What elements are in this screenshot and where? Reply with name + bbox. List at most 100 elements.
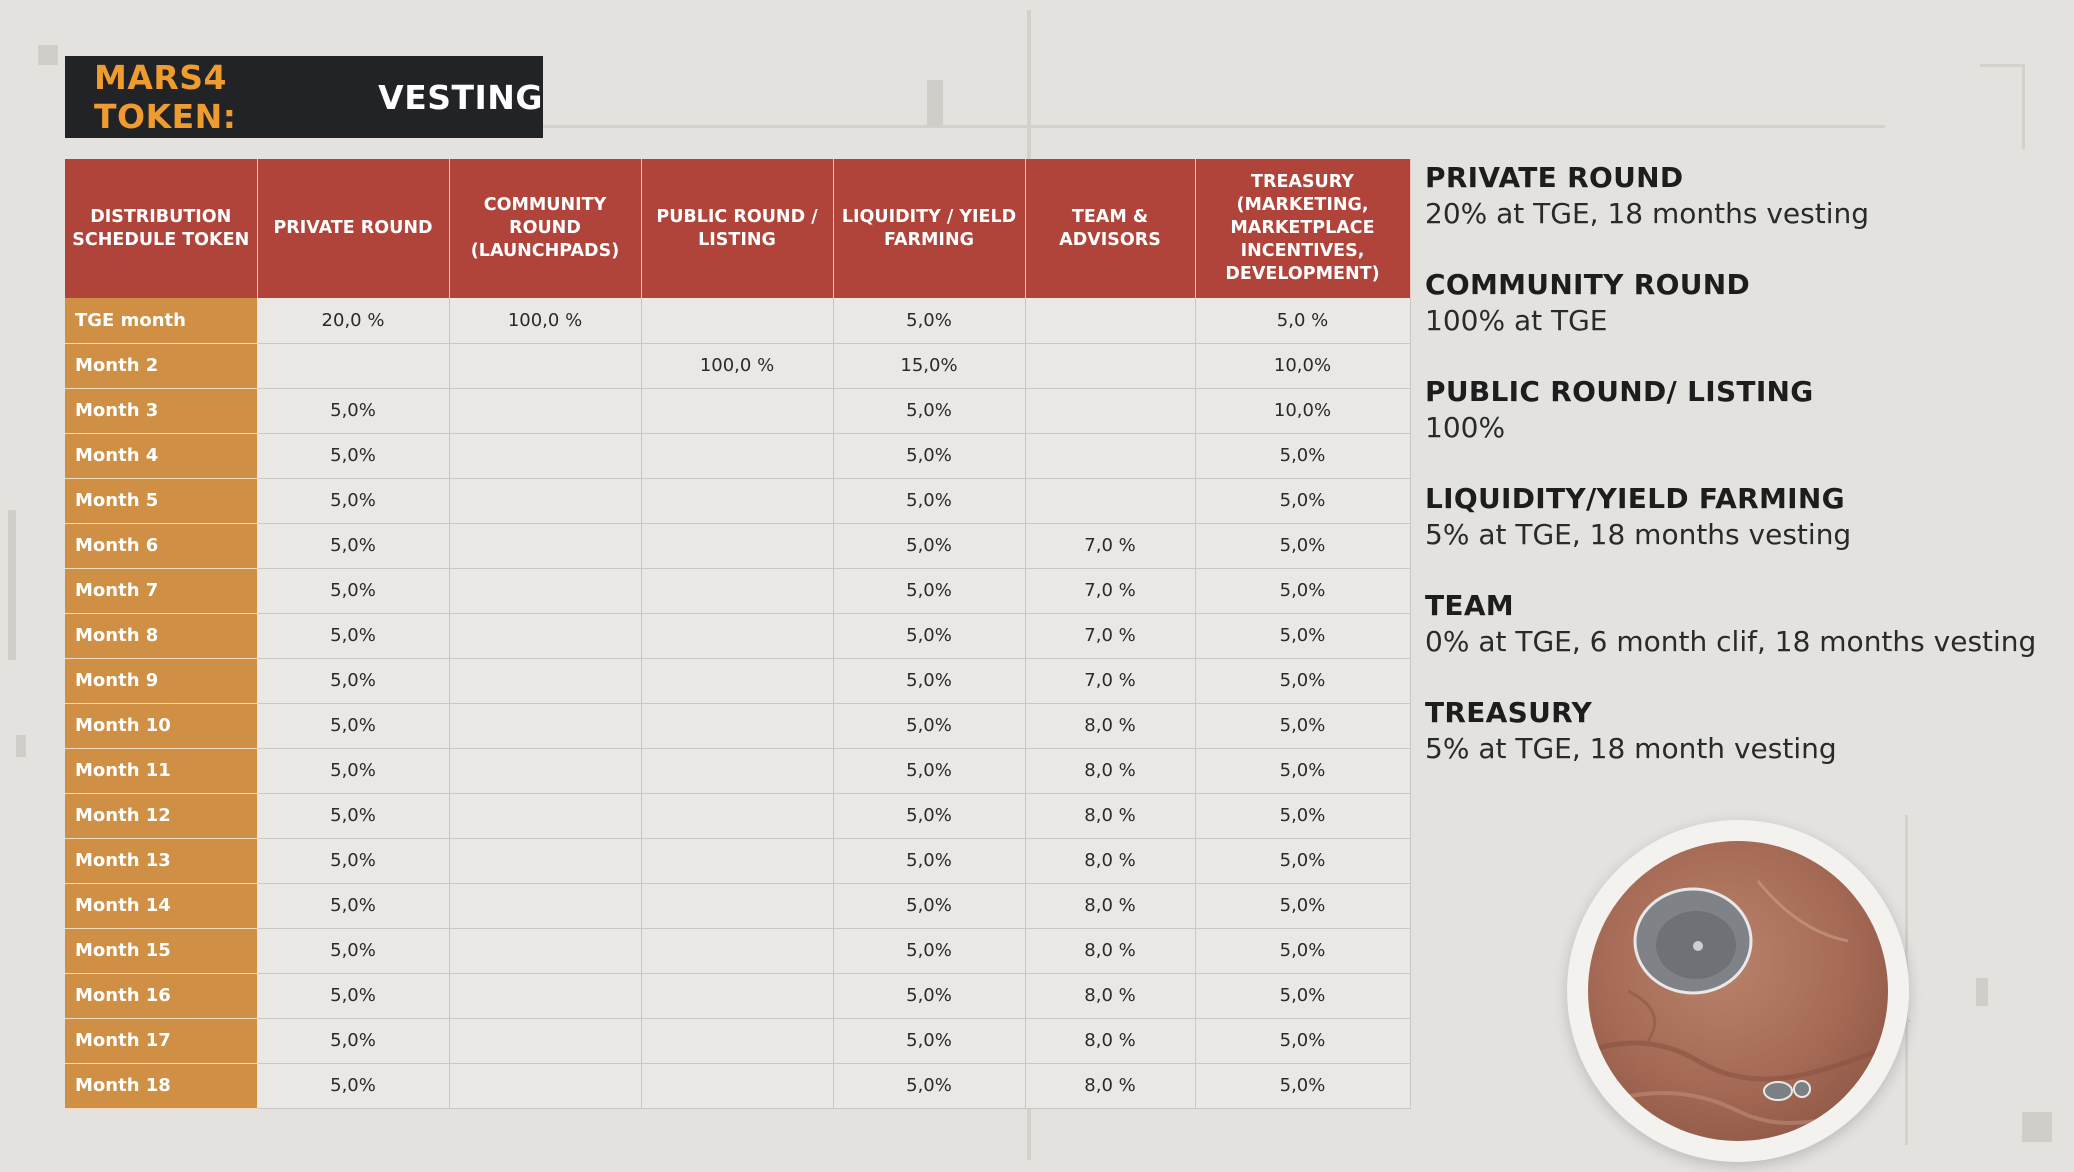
bg-tick-right bbox=[1976, 978, 1988, 1006]
table-cell bbox=[449, 478, 642, 524]
table-cell bbox=[449, 613, 642, 659]
table-cell bbox=[641, 478, 834, 524]
table-cell bbox=[641, 838, 834, 884]
table-cell: 5,0% bbox=[257, 793, 450, 839]
bg-line-horizontal-top bbox=[540, 125, 1885, 128]
table-cell bbox=[1025, 343, 1196, 389]
table-cell: 5,0% bbox=[833, 568, 1026, 614]
mars-surface-icon bbox=[1588, 841, 1888, 1141]
table-cell: 5,0% bbox=[257, 748, 450, 794]
note-description: 5% at TGE, 18 months vesting bbox=[1425, 518, 1852, 551]
row-label-cell: Month 17 bbox=[65, 1018, 258, 1064]
table-cell: 5,0% bbox=[1195, 703, 1411, 749]
table-cell: 5,0% bbox=[833, 478, 1026, 524]
table-cell: 5,0% bbox=[257, 478, 450, 524]
table-cell: 10,0% bbox=[1195, 343, 1411, 389]
title-main-text: VESTING bbox=[378, 77, 543, 117]
table-cell: 5,0% bbox=[833, 523, 1026, 569]
table-row: Month 6 5,0% 5,0% 7,0 % 5,0% bbox=[65, 523, 1411, 569]
bg-bracket-right-v bbox=[2022, 64, 2025, 149]
table-cell bbox=[641, 613, 834, 659]
table-cell: 5,0% bbox=[1195, 658, 1411, 704]
table-cell: 8,0 % bbox=[1025, 1063, 1196, 1109]
table-row: Month 13 5,0% 5,0% 8,0 % 5,0% bbox=[65, 838, 1411, 884]
row-label-cell: Month 18 bbox=[65, 1063, 258, 1109]
table-cell bbox=[449, 1018, 642, 1064]
row-label-cell: Month 5 bbox=[65, 478, 258, 524]
table-cell: 5,0% bbox=[1195, 973, 1411, 1019]
table-cell: 7,0 % bbox=[1025, 523, 1196, 569]
table-cell: 5,0% bbox=[1195, 838, 1411, 884]
table-cell bbox=[641, 748, 834, 794]
row-label-cell: Month 10 bbox=[65, 703, 258, 749]
table-cell bbox=[449, 793, 642, 839]
table-cell: 5,0% bbox=[833, 973, 1026, 1019]
row-label-cell: Month 12 bbox=[65, 793, 258, 839]
table-cell: 5,0% bbox=[1195, 1018, 1411, 1064]
table-cell bbox=[449, 568, 642, 614]
table-cell bbox=[641, 973, 834, 1019]
table-cell bbox=[449, 433, 642, 479]
row-label-cell: TGE month bbox=[65, 298, 258, 344]
table-cell: 5,0% bbox=[1195, 433, 1411, 479]
table-cell bbox=[641, 703, 834, 749]
table-cell bbox=[449, 343, 642, 389]
title-accent-text: MARS4 TOKEN: bbox=[94, 58, 237, 136]
table-cell bbox=[257, 343, 450, 389]
table-cell: 100,0 % bbox=[449, 298, 642, 344]
table-cell: 5,0% bbox=[1195, 523, 1411, 569]
row-label-cell: Month 2 bbox=[65, 343, 258, 389]
table-cell: 5,0% bbox=[257, 703, 450, 749]
table-cell: 5,0% bbox=[833, 1063, 1026, 1109]
table-cell: 5,0% bbox=[833, 658, 1026, 704]
table-row: Month 11 5,0% 5,0% 8,0 % 5,0% bbox=[65, 748, 1411, 794]
table-row: Month 12 5,0% 5,0% 8,0 % 5,0% bbox=[65, 793, 1411, 839]
bg-tick-left bbox=[16, 735, 26, 757]
table-cell: 8,0 % bbox=[1025, 883, 1196, 929]
vesting-note: PUBLIC ROUND/ LISTING 100% bbox=[1425, 374, 2065, 446]
table-row: Month 4 5,0% 5,0% 5,0% bbox=[65, 433, 1411, 479]
table-cell: 10,0% bbox=[1195, 388, 1411, 434]
table-cell: 5,0% bbox=[833, 433, 1026, 479]
table-cell: 8,0 % bbox=[1025, 973, 1196, 1019]
vesting-table: DISTRIBUTION SCHEDULE TOKEN PRIVATE ROUND… bbox=[65, 159, 1411, 1109]
row-label-cell: Month 7 bbox=[65, 568, 258, 614]
table-row: Month 9 5,0% 5,0% 7,0 % 5,0% bbox=[65, 658, 1411, 704]
note-description: 5% at TGE, 18 month vesting bbox=[1425, 732, 1837, 765]
table-cell: 5,0 % bbox=[1195, 298, 1411, 344]
note-title: TEAM bbox=[1425, 589, 1514, 622]
table-header-cell: PRIVATE ROUND bbox=[257, 159, 450, 298]
table-cell bbox=[641, 658, 834, 704]
table-cell: 5,0% bbox=[833, 793, 1026, 839]
table-cell bbox=[641, 883, 834, 929]
note-description: 100% bbox=[1425, 411, 1506, 444]
vesting-note: TEAM 0% at TGE, 6 month clif, 18 months v… bbox=[1425, 588, 2065, 660]
table-header-cell: TREASURY (MARKETING, MARKETPLACE INCENTI… bbox=[1195, 159, 1411, 298]
note-description: 100% at TGE bbox=[1425, 304, 1608, 337]
table-cell: 5,0% bbox=[257, 613, 450, 659]
row-label-cell: Month 9 bbox=[65, 658, 258, 704]
row-label-cell: Month 14 bbox=[65, 883, 258, 929]
table-cell bbox=[1025, 433, 1196, 479]
bg-square-right bbox=[2022, 1112, 2052, 1142]
bg-bar-left bbox=[8, 510, 16, 660]
table-cell bbox=[449, 973, 642, 1019]
row-label-cell: Month 8 bbox=[65, 613, 258, 659]
table-cell bbox=[641, 523, 834, 569]
table-cell bbox=[641, 793, 834, 839]
table-cell: 5,0% bbox=[833, 613, 1026, 659]
bg-bracket-left bbox=[38, 45, 58, 65]
table-cell bbox=[449, 388, 642, 434]
table-cell bbox=[641, 1063, 834, 1109]
table-cell: 5,0% bbox=[257, 1018, 450, 1064]
row-label-cell: Month 13 bbox=[65, 838, 258, 884]
table-cell: 8,0 % bbox=[1025, 793, 1196, 839]
row-label-cell: Month 15 bbox=[65, 928, 258, 974]
row-label-cell: Month 6 bbox=[65, 523, 258, 569]
table-cell: 5,0% bbox=[833, 298, 1026, 344]
table-cell: 8,0 % bbox=[1025, 838, 1196, 884]
table-cell: 20,0 % bbox=[257, 298, 450, 344]
table-cell bbox=[1025, 298, 1196, 344]
table-cell: 100,0 % bbox=[641, 343, 834, 389]
table-cell: 5,0% bbox=[257, 658, 450, 704]
